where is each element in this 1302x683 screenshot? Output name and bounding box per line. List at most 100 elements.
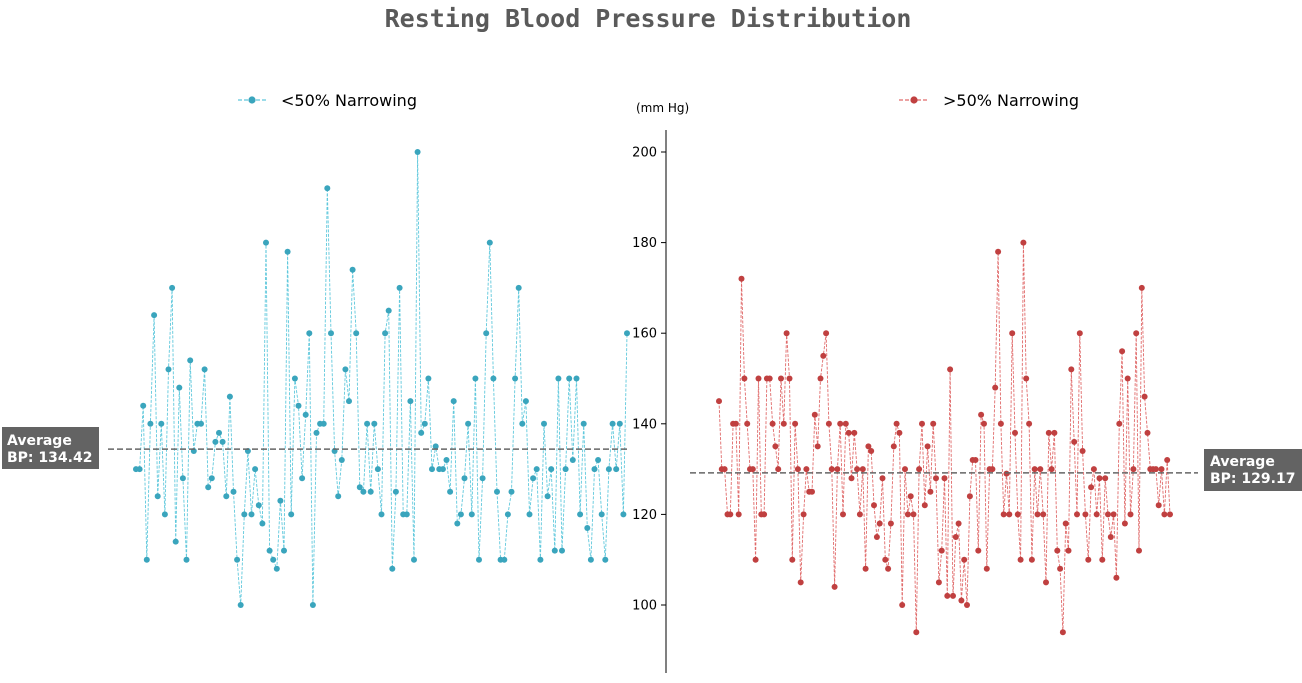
data-point bbox=[761, 511, 768, 518]
data-point bbox=[226, 393, 233, 400]
data-point bbox=[727, 511, 734, 518]
data-point bbox=[1028, 556, 1035, 563]
data-point bbox=[1090, 466, 1097, 473]
legend-left-label: <50% Narrowing bbox=[281, 91, 417, 110]
data-point bbox=[335, 493, 342, 500]
data-point bbox=[179, 475, 186, 482]
data-point bbox=[306, 330, 313, 337]
data-point bbox=[1133, 330, 1140, 337]
data-point bbox=[288, 511, 295, 518]
data-point bbox=[732, 420, 739, 427]
data-point bbox=[1167, 511, 1173, 518]
data-point bbox=[136, 466, 143, 473]
data-point bbox=[255, 502, 262, 509]
data-point bbox=[187, 357, 194, 364]
data-point bbox=[859, 466, 866, 473]
average-label-left: Average BP: 134.42 bbox=[2, 427, 99, 469]
data-point bbox=[975, 547, 982, 554]
y-unit-label: (mm Hg) bbox=[636, 101, 689, 115]
data-point bbox=[792, 420, 799, 427]
data-point bbox=[930, 420, 937, 427]
data-point bbox=[541, 420, 547, 427]
data-point bbox=[741, 375, 748, 382]
legend-right-marker bbox=[910, 96, 918, 104]
data-point bbox=[237, 602, 244, 608]
legend-left: <50% Narrowing bbox=[238, 91, 417, 110]
data-point bbox=[1105, 511, 1111, 518]
data-point bbox=[1026, 420, 1033, 427]
data-point bbox=[1054, 547, 1061, 554]
data-point bbox=[1093, 511, 1100, 518]
data-point bbox=[1164, 457, 1171, 463]
data-point bbox=[140, 402, 147, 409]
data-point bbox=[320, 420, 327, 427]
data-point bbox=[1043, 579, 1049, 586]
data-point bbox=[439, 466, 446, 473]
data-point bbox=[504, 511, 511, 518]
data-point bbox=[919, 420, 925, 427]
data-point bbox=[854, 466, 861, 473]
data-point bbox=[834, 466, 841, 473]
data-point bbox=[234, 556, 241, 563]
data-point bbox=[270, 556, 277, 563]
data-point bbox=[494, 488, 500, 495]
data-point bbox=[735, 511, 742, 518]
data-point bbox=[284, 248, 291, 255]
data-point bbox=[1144, 429, 1151, 436]
data-point bbox=[263, 239, 269, 246]
data-point bbox=[328, 330, 334, 337]
data-point bbox=[1048, 466, 1055, 473]
data-point bbox=[871, 502, 877, 509]
data-point bbox=[927, 488, 934, 495]
data-point bbox=[1031, 466, 1038, 473]
data-point bbox=[248, 511, 255, 518]
data-point bbox=[882, 556, 889, 563]
data-point bbox=[154, 493, 161, 500]
data-point bbox=[1124, 375, 1131, 382]
data-point bbox=[544, 493, 551, 500]
data-point bbox=[938, 547, 945, 554]
data-point bbox=[899, 602, 906, 608]
data-point bbox=[515, 284, 522, 291]
data-point bbox=[411, 556, 417, 563]
data-point bbox=[299, 475, 306, 482]
data-point bbox=[778, 375, 784, 382]
data-point bbox=[1059, 629, 1066, 636]
data-point bbox=[147, 420, 154, 427]
data-point bbox=[353, 330, 360, 337]
data-point bbox=[868, 448, 875, 454]
data-point bbox=[820, 352, 827, 359]
data-point bbox=[598, 511, 605, 518]
data-point bbox=[490, 375, 497, 382]
data-point bbox=[885, 565, 892, 572]
average-label-right: Average BP: 129.17 bbox=[1204, 449, 1302, 491]
data-point bbox=[605, 466, 612, 473]
data-point bbox=[825, 420, 832, 427]
data-point bbox=[775, 466, 782, 473]
data-point bbox=[831, 583, 838, 590]
data-point bbox=[486, 239, 493, 246]
data-point bbox=[519, 420, 526, 427]
data-point bbox=[1040, 511, 1047, 518]
data-point bbox=[972, 457, 979, 463]
data-point bbox=[1138, 284, 1145, 291]
average-label-left-bg bbox=[2, 427, 99, 469]
data-point bbox=[483, 330, 490, 337]
data-point bbox=[526, 511, 533, 518]
data-point bbox=[1152, 466, 1159, 473]
data-point bbox=[904, 511, 911, 518]
data-point bbox=[461, 475, 468, 482]
data-point bbox=[789, 556, 796, 563]
data-point bbox=[941, 475, 948, 482]
y-tick-label: 200 bbox=[632, 146, 657, 161]
data-point bbox=[809, 488, 815, 495]
data-point bbox=[295, 402, 302, 409]
data-point bbox=[530, 475, 537, 482]
y-axis-ticks: 100 120 140 160 180 200 bbox=[632, 146, 666, 614]
data-point bbox=[468, 511, 475, 518]
data-point bbox=[396, 284, 403, 291]
data-point bbox=[800, 511, 807, 518]
data-point bbox=[230, 488, 237, 495]
data-point bbox=[997, 420, 1004, 427]
